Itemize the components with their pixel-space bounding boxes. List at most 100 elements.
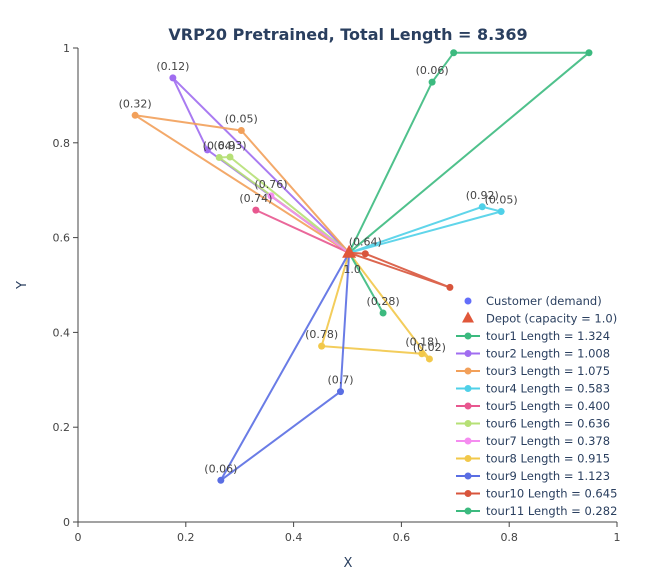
legend-line-marker [464,490,472,497]
customer-point [203,146,211,154]
legend-customer-symbol [464,297,472,305]
legend-depot-symbol [462,311,474,323]
customer-point [497,208,505,216]
demand-label: (0.28) [367,295,400,308]
x-tick-label: 0.8 [500,531,518,544]
demand-label: (0.93) [213,139,246,152]
demand-labels: (0.06)(0.12)(0.32)(0.05)(0.92)(0.05)(0.7… [119,60,518,475]
axes: 0 0.2 0.4 0.6 0.8 1 0 0.2 0.4 0.6 0.8 1 [53,42,621,544]
y-tick-label: 0.6 [53,232,71,245]
legend-item: tour1 Length = 1.324 [456,329,610,343]
customer-point [478,203,486,211]
legend-label: tour4 Length = 0.583 [486,382,610,396]
legend-item: tour2 Length = 1.008 [456,347,610,361]
legend-line-marker [464,367,472,375]
legend-line-marker [464,420,472,427]
demand-label: (0.32) [119,97,152,110]
legend-label: tour2 Length = 1.008 [486,347,610,361]
x-axis-title: X [344,556,353,571]
demand-label: (0.74) [239,192,272,205]
demand-label: (0.7) [327,374,353,387]
customer-point [336,388,344,396]
legend-label: tour1 Length = 1.324 [486,329,610,343]
legend-label: tour5 Length = 0.400 [486,399,610,413]
legend-label: tour8 Length = 0.915 [486,452,610,466]
legend-label: tour7 Length = 0.378 [486,434,610,448]
customer-point [252,206,260,214]
customer-point [361,250,369,258]
customer-point [226,153,234,161]
y-tick-label: 0 [63,516,70,529]
chart-title: VRP20 Pretrained, Total Length = 8.369 [168,25,527,44]
y-tick-label: 1 [63,42,70,55]
demand-label: (0.06) [416,64,449,77]
depot-marker [342,244,357,258]
x-tick-label: 0 [75,531,82,544]
tour-line [219,252,351,482]
y-tick-label: 0.4 [53,326,71,339]
customer-point [425,355,433,363]
demand-label: (0.78) [305,328,338,341]
customer-point [217,476,225,484]
legend-label: Depot (capacity = 1.0) [486,312,617,326]
legend-label: tour9 Length = 1.123 [486,469,610,483]
tour-lines [134,51,592,482]
demand-label: (0.76) [254,178,287,191]
x-tick-label: 0.2 [177,531,195,544]
legend-line-marker [464,350,472,357]
legend-item: Depot (capacity = 1.0) [462,311,617,326]
customer-point [428,78,436,86]
x-tick-label: 1 [614,531,621,544]
legend-line-marker [464,385,472,392]
customer-point [237,126,245,134]
legend-item: tour11 Length = 0.282 [456,504,617,518]
depot-label: 1.0 [343,263,361,276]
demand-label: (0.12) [156,60,189,73]
legend: Customer (demand) Depot (capacity = 1.0) t… [456,294,617,518]
tour-line [348,205,506,254]
demand-label: (0.05) [485,194,518,207]
legend-item: tour3 Length = 1.075 [456,364,610,378]
legend-item: tour5 Length = 0.400 [456,399,610,413]
demand-label: (0.64) [203,139,236,152]
legend-line-marker [464,507,472,515]
y-tick-label: 0.8 [53,137,71,150]
customer-point [446,283,454,291]
demand-label: (0.06) [204,462,237,475]
legend-item: tour6 Length = 0.636 [456,417,610,431]
legend-item: tour9 Length = 1.123 [456,469,610,483]
demand-label: (0.92) [466,189,499,202]
legend-label: Customer (demand) [486,294,602,308]
demand-label: (0.02) [413,341,446,354]
customer-points [131,49,593,484]
legend-item: tour8 Length = 0.915 [456,452,610,466]
legend-line-marker [464,437,472,445]
customer-point [267,192,275,200]
tour-line [348,51,592,254]
customer-point [379,309,387,317]
customer-point [585,49,593,57]
demand-label: (0.64) [349,236,382,249]
demand-label: (0.18) [405,336,438,349]
x-tick-label: 0.4 [285,531,303,544]
legend-label: tour10 Length = 0.645 [486,487,617,501]
tour-line [270,195,350,254]
tour-line [348,251,451,289]
tour-line [134,114,350,254]
legend-item: tour10 Length = 0.645 [456,487,617,501]
customer-point [418,350,426,358]
tour-line [171,77,350,254]
customer-point [450,49,458,57]
legend-item: tour7 Length = 0.378 [456,434,610,448]
legend-line-marker [464,402,472,410]
customer-point [318,342,326,350]
x-tick-label: 0.6 [393,531,411,544]
y-tick-label: 0.2 [53,421,71,434]
legend-item: tour4 Length = 0.583 [456,382,610,396]
legend-item: Customer (demand) [464,294,602,308]
legend-label: tour3 Length = 1.075 [486,364,610,378]
legend-line-marker [464,332,472,340]
customer-point [131,111,139,119]
y-axis-title: Y [15,281,30,290]
